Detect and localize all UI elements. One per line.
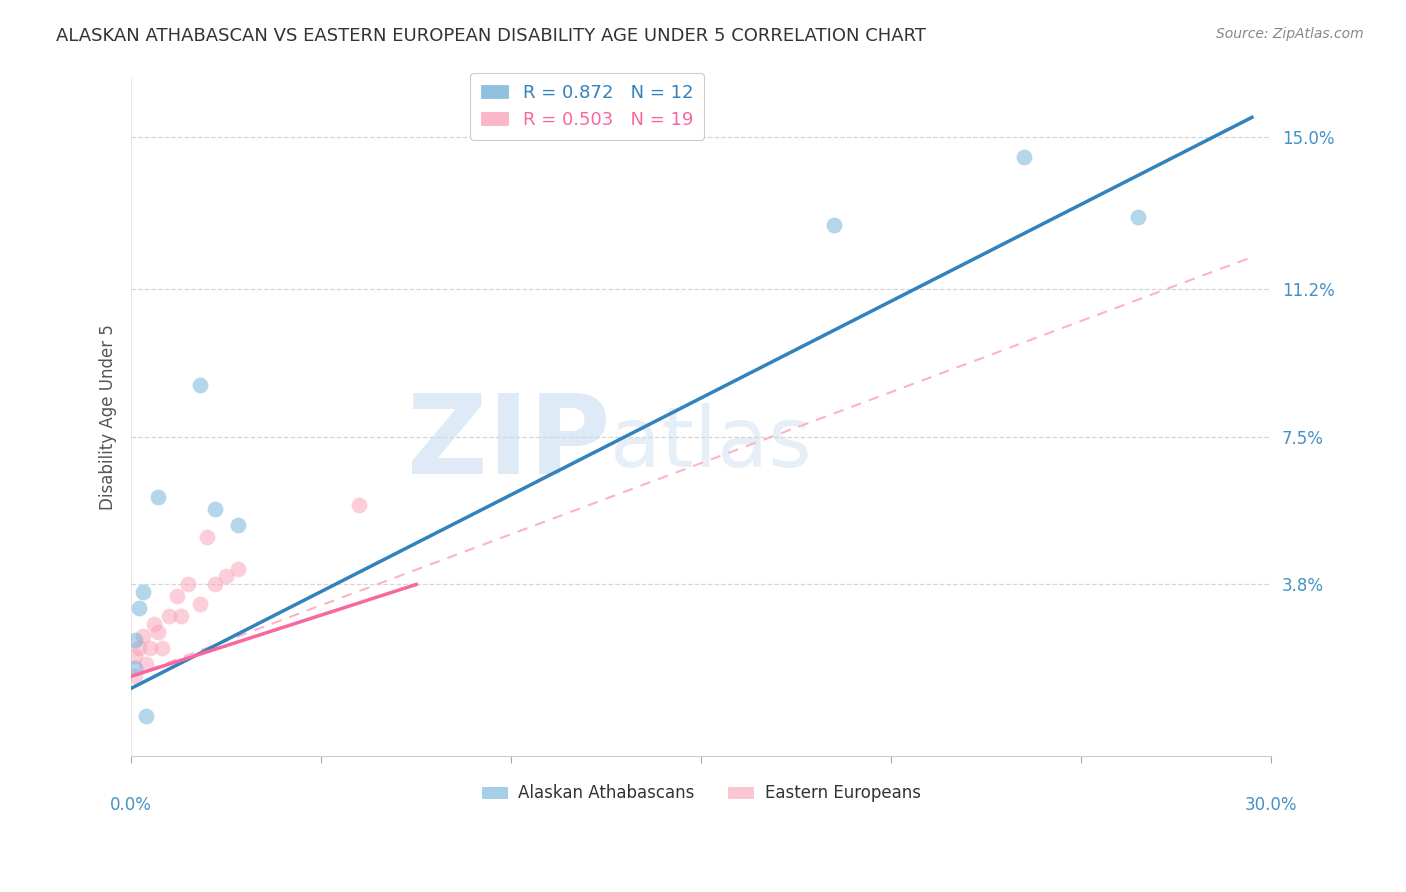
Point bbox=[226, 561, 249, 575]
Text: Source: ZipAtlas.com: Source: ZipAtlas.com bbox=[1216, 27, 1364, 41]
Point bbox=[823, 218, 845, 232]
Point bbox=[135, 657, 157, 672]
Point bbox=[124, 669, 146, 683]
Point bbox=[188, 377, 211, 392]
Text: 30.0%: 30.0% bbox=[1244, 796, 1298, 814]
Point bbox=[146, 625, 169, 640]
Text: ZIP: ZIP bbox=[406, 391, 610, 498]
Point bbox=[188, 598, 211, 612]
Point bbox=[150, 641, 173, 656]
Point bbox=[124, 661, 146, 675]
Point bbox=[166, 590, 188, 604]
Point bbox=[157, 609, 180, 624]
Text: ALASKAN ATHABASCAN VS EASTERN EUROPEAN DISABILITY AGE UNDER 5 CORRELATION CHART: ALASKAN ATHABASCAN VS EASTERN EUROPEAN D… bbox=[56, 27, 927, 45]
Point bbox=[124, 649, 146, 664]
Point bbox=[177, 577, 200, 591]
Point bbox=[204, 501, 226, 516]
Point bbox=[139, 641, 162, 656]
Point bbox=[215, 569, 238, 583]
Point bbox=[128, 641, 150, 656]
Legend: Alaskan Athabascans, Eastern Europeans: Alaskan Athabascans, Eastern Europeans bbox=[475, 778, 928, 809]
Text: atlas: atlas bbox=[610, 403, 811, 484]
Y-axis label: Disability Age Under 5: Disability Age Under 5 bbox=[100, 324, 117, 509]
Point bbox=[131, 629, 153, 643]
Point bbox=[131, 585, 153, 599]
Point bbox=[135, 709, 157, 723]
Point bbox=[195, 530, 218, 544]
Point bbox=[1012, 150, 1035, 164]
Point bbox=[226, 517, 249, 532]
Point bbox=[1126, 210, 1149, 224]
Point bbox=[143, 617, 166, 632]
Text: 0.0%: 0.0% bbox=[110, 796, 152, 814]
Point bbox=[204, 577, 226, 591]
Point bbox=[347, 498, 370, 512]
Point bbox=[124, 633, 146, 648]
Point bbox=[146, 490, 169, 504]
Point bbox=[169, 609, 191, 624]
Point bbox=[128, 601, 150, 615]
